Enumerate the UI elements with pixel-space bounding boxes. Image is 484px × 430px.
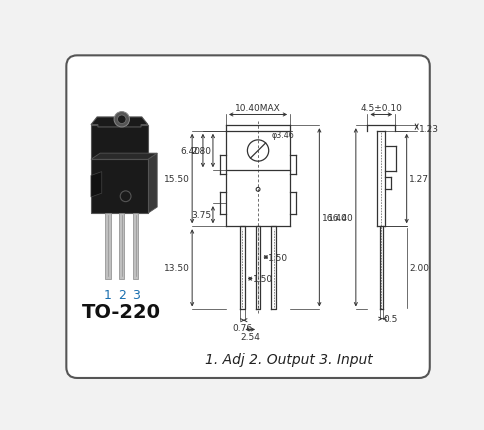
Text: 2.80: 2.80 [191,147,212,156]
Text: 1.50: 1.50 [268,253,288,262]
Text: 0.5: 0.5 [383,314,398,323]
Text: 1. Adj 2. Output 3. Input: 1. Adj 2. Output 3. Input [205,353,373,367]
Text: 13.50: 13.50 [164,264,190,273]
Bar [133,214,138,279]
Text: 1.23: 1.23 [419,124,439,133]
Polygon shape [91,126,148,160]
Text: 3.75: 3.75 [191,211,212,220]
Text: 4.5±0.10: 4.5±0.10 [360,104,402,113]
Text: 1.50: 1.50 [253,274,272,283]
Text: 3: 3 [132,288,139,301]
Text: 16.40: 16.40 [328,213,353,222]
Text: 2: 2 [118,288,126,301]
Bar [91,160,148,214]
Polygon shape [91,154,157,160]
Text: 2.00: 2.00 [409,264,429,273]
Text: 1.27: 1.27 [409,175,429,184]
Circle shape [114,112,130,128]
Bar [119,214,124,279]
Text: 1: 1 [104,288,112,301]
Text: 10.40MAX: 10.40MAX [235,104,281,113]
Bar [105,214,111,279]
Text: 16.40: 16.40 [322,213,348,222]
FancyBboxPatch shape [66,56,430,378]
Text: φ3.46: φ3.46 [272,131,295,140]
Polygon shape [91,118,148,128]
Text: 2.54: 2.54 [240,332,260,341]
Text: 15.50: 15.50 [164,175,190,184]
Polygon shape [148,154,157,214]
Text: TO-220: TO-220 [82,302,161,321]
Circle shape [118,116,126,124]
Polygon shape [91,172,102,197]
Text: 6.40: 6.40 [181,147,201,156]
Text: 0.76: 0.76 [232,323,253,332]
